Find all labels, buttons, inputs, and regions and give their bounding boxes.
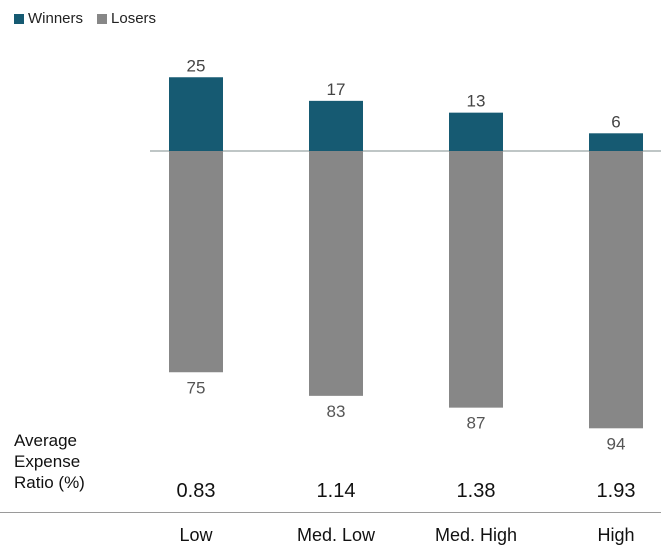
winners-data-label: 25 [187, 56, 206, 75]
winners-data-label: 13 [467, 92, 486, 111]
expense-ratio-label-line: Average [14, 431, 78, 450]
legend-swatch-losers [97, 13, 108, 24]
losers-bar [169, 151, 223, 373]
legend-label-winners: Winners [28, 10, 84, 27]
winners-data-label: 6 [611, 112, 620, 131]
expense-ratio-value: 0.83 [176, 480, 216, 502]
winners-bar [309, 100, 363, 151]
legend-label-losers: Losers [111, 10, 157, 27]
legend-item-winners: Winners [14, 10, 83, 27]
losers-bar [309, 151, 363, 396]
winners-data-label: 17 [327, 80, 346, 99]
expense-ratio-value: 1.38 [456, 480, 496, 502]
legend: Winners Losers [14, 10, 170, 27]
losers-data-label: 83 [327, 402, 346, 421]
category-label: High [597, 525, 635, 545]
winners-bar [589, 133, 643, 151]
legend-item-losers: Losers [97, 10, 156, 27]
legend-swatch-winners [14, 13, 24, 24]
losers-data-label: 87 [467, 414, 486, 433]
losers-bar [589, 151, 643, 429]
losers-data-label: 75 [187, 378, 206, 397]
category-label: Med. High [434, 525, 518, 545]
category-label: Low [179, 525, 213, 545]
losers-bar [449, 151, 503, 408]
losers-data-label: 94 [607, 434, 626, 453]
winners-bar [169, 77, 223, 151]
expense-ratio-label-line: Expense [14, 452, 81, 471]
category-label: Med. Low [296, 525, 376, 545]
winners-bar [449, 112, 503, 151]
expense-ratio-value: 1.93 [596, 480, 636, 502]
expense-ratio-value: 1.14 [316, 480, 356, 502]
expense-ratio-label-line: Ratio (%) [14, 473, 85, 492]
bottom-divider [0, 512, 661, 513]
expense-ratio-label: Average Expense Ratio (%) [14, 430, 85, 493]
